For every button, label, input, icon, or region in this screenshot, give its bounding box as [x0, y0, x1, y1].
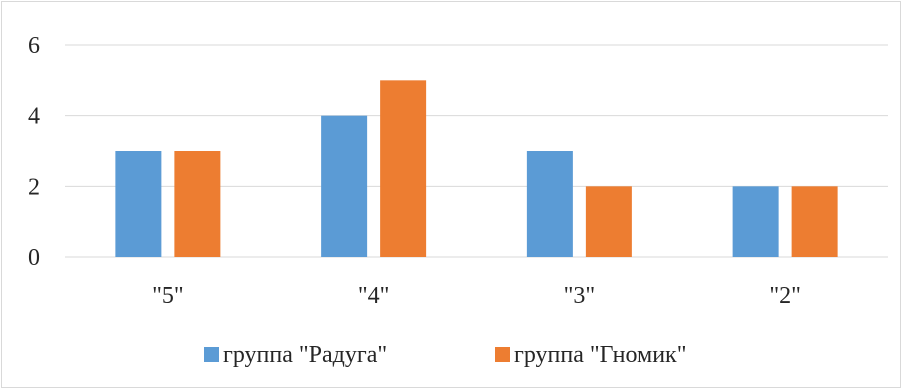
legend-label-1: группа "Радуга": [223, 342, 387, 368]
legend-label-2: группа "Гномик": [514, 342, 687, 368]
y-tick-label-6: 6: [28, 33, 40, 59]
legend-swatch-1: [204, 347, 219, 362]
bar-series-2-4: [791, 186, 838, 257]
y-tick-label-4: 4: [28, 104, 40, 130]
legend: группа "Радуга" группа "Гномик": [204, 342, 687, 368]
x-tick-label-3: "3": [564, 283, 596, 309]
bar-series-1-4: [732, 186, 779, 257]
bar-series-1-2: [321, 115, 368, 258]
y-tick-label-0: 0: [28, 245, 40, 271]
x-tick-label-2: "4": [358, 283, 390, 309]
x-axis-tick-labels: "5" "4" "3" "2": [152, 283, 801, 309]
y-tick-label-2: 2: [28, 174, 40, 200]
x-tick-label-4: "2": [769, 283, 801, 309]
bar-series-1-3: [526, 151, 573, 257]
bar-series-2-1: [174, 151, 221, 257]
y-axis-tick-labels: 0 2 4 6: [28, 33, 40, 271]
bar-series-1-1: [115, 151, 162, 257]
x-tick-label-1: "5": [152, 283, 184, 309]
bar-series-2-3: [585, 186, 632, 257]
legend-swatch-2: [495, 347, 510, 362]
bar-series-2-2: [380, 80, 427, 257]
bars: [115, 80, 838, 258]
